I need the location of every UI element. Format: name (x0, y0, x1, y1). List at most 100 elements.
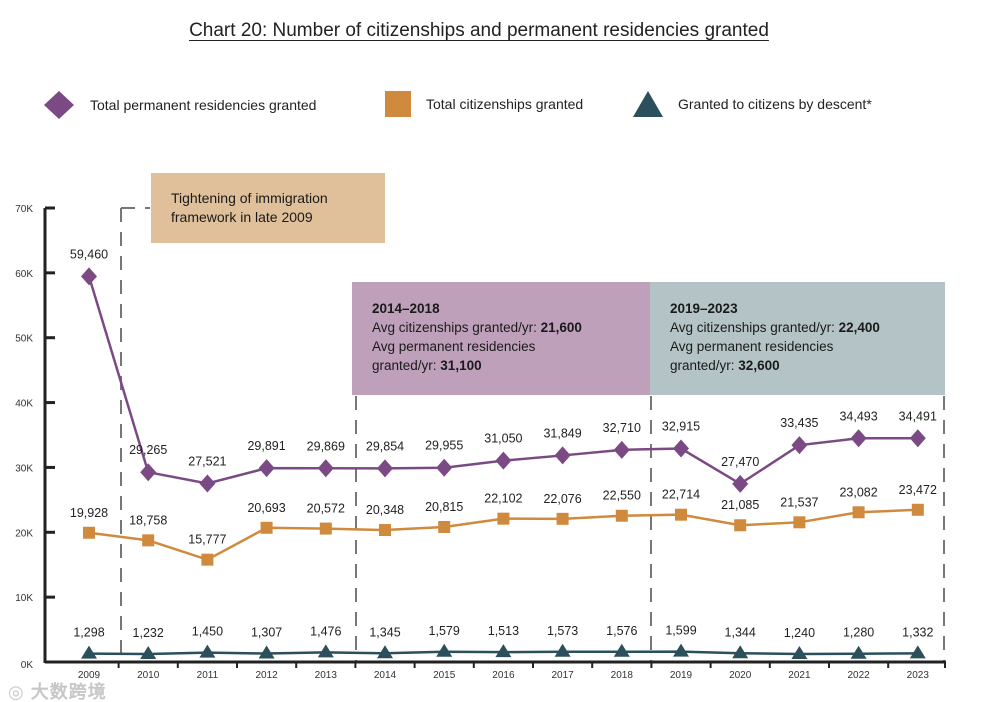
period-line: granted/yr: (670, 358, 739, 373)
data-point-triangle (673, 643, 689, 657)
period-value: 31,100 (440, 358, 482, 373)
y-tick-label: 10K (15, 593, 33, 604)
data-point-triangle (317, 644, 334, 658)
data-label: 32,915 (662, 420, 700, 434)
x-tick-label: 2018 (611, 670, 634, 681)
y-tick-label: 40K (15, 399, 33, 410)
period-value: 32,600 (738, 358, 780, 373)
data-label: 21,085 (721, 498, 759, 512)
data-point-diamond (850, 429, 867, 448)
data-label: 18,758 (129, 513, 167, 527)
legend-label: Granted to citizens by descent* (678, 96, 872, 112)
x-tick-label: 2021 (788, 670, 811, 681)
data-point-diamond (909, 429, 926, 448)
data-label: 23,082 (839, 485, 877, 499)
series-2: 1,298 1,232 1,450 1,307 1,476 1,345 1,579 1,513… (73, 624, 933, 660)
data-label: 1,332 (902, 625, 933, 639)
data-point-square (793, 516, 806, 529)
data-label: 27,470 (721, 455, 759, 469)
data-point-square (734, 519, 747, 532)
data-label: 27,521 (188, 455, 226, 469)
data-label: 15,777 (188, 533, 226, 547)
data-point-diamond (673, 439, 689, 458)
data-label: 34,491 (899, 409, 937, 423)
y-tick-label: 0K (21, 660, 34, 671)
data-label: 1,576 (606, 624, 637, 638)
data-label: 1,573 (547, 624, 578, 638)
period-line: granted/yr: (372, 358, 441, 373)
data-label: 34,493 (839, 409, 877, 423)
series-0: 59,460 29,265 27,521 29,891 29,869 29,854 29,9… (70, 247, 937, 493)
data-label: 31,849 (543, 426, 581, 440)
square-icon (385, 91, 411, 117)
legend-item-citizenships: Total citizenships granted (384, 90, 583, 118)
data-point-diamond (436, 458, 453, 477)
x-tick-label: 2019 (670, 670, 693, 681)
data-point-square (438, 520, 451, 533)
legend-label: Total permanent residencies granted (90, 97, 317, 113)
data-label: 20,348 (366, 503, 404, 517)
x-tick-label: 2017 (551, 670, 574, 681)
y-tick-label: 30K (15, 463, 33, 474)
data-point-diamond (495, 451, 512, 470)
data-point-triangle (81, 645, 97, 659)
data-label: 32,710 (603, 421, 641, 435)
data-label: 22,076 (543, 492, 581, 506)
chart-title: Chart 20: Number of citizenships and per… (189, 20, 769, 41)
data-label: 29,869 (307, 439, 345, 453)
data-label: 1,513 (488, 624, 519, 638)
period-value: 21,600 (540, 320, 582, 335)
data-point-triangle (732, 645, 749, 659)
data-label: 1,476 (310, 624, 341, 638)
data-point-square (675, 508, 687, 521)
data-label: 1,599 (665, 624, 696, 638)
x-tick-label: 2023 (907, 670, 930, 681)
data-label: 21,537 (780, 495, 818, 509)
x-tick-label: 2011 (197, 670, 219, 681)
data-label: 22,102 (484, 492, 522, 506)
data-label: 22,714 (662, 488, 700, 502)
data-point-square (83, 526, 95, 539)
data-label: 1,579 (429, 624, 460, 638)
annotation-period-2019-2023: 2019–2023 Avg citizenships granted/yr: 2… (650, 282, 945, 395)
period-heading: 2019–2023 (670, 301, 738, 316)
data-label: 1,345 (369, 625, 400, 639)
data-label: 20,815 (425, 500, 463, 514)
diamond-icon (44, 91, 74, 119)
annotation-tightening: Tightening of immigration framework in l… (151, 173, 385, 243)
legend-item-descent: Granted to citizens by descent* (632, 90, 872, 118)
data-point-diamond (732, 474, 749, 493)
data-label: 29,955 (425, 439, 463, 453)
data-label: 1,307 (251, 626, 282, 640)
data-label: 29,891 (247, 439, 285, 453)
y-tick-label: 50K (15, 334, 33, 345)
data-label: 23,472 (899, 483, 937, 497)
period-value: 22,400 (838, 320, 880, 335)
data-label: 1,240 (784, 626, 815, 640)
period-line: Avg permanent residencies (670, 339, 834, 354)
x-tick-label: 2015 (433, 670, 456, 681)
data-point-diamond (554, 446, 571, 465)
data-point-diamond (791, 436, 808, 455)
data-point-diamond (199, 474, 216, 493)
data-label: 1,232 (133, 626, 164, 640)
data-point-triangle (377, 645, 393, 659)
y-tick-label: 70K (15, 204, 33, 215)
data-point-triangle (199, 644, 216, 658)
x-tick-label: 2012 (255, 670, 278, 681)
data-point-square (497, 512, 510, 525)
annotation-period-2014-2018: 2014–2018 Avg citizenships granted/yr: 2… (352, 282, 650, 395)
data-label: 22,550 (603, 489, 641, 503)
data-point-square (201, 553, 214, 566)
data-label: 29,854 (366, 439, 404, 453)
x-tick-label: 2010 (137, 670, 160, 681)
y-tick-label: 20K (15, 528, 33, 539)
data-point-diamond (81, 267, 97, 286)
data-label: 1,280 (843, 626, 874, 640)
x-tick-label: 2016 (492, 670, 515, 681)
data-point-triangle (495, 644, 512, 658)
annotation-text: Tightening of immigration framework in l… (171, 190, 328, 225)
data-point-square (911, 503, 924, 516)
data-point-triangle (909, 645, 926, 659)
x-tick-label: 2020 (729, 670, 752, 681)
